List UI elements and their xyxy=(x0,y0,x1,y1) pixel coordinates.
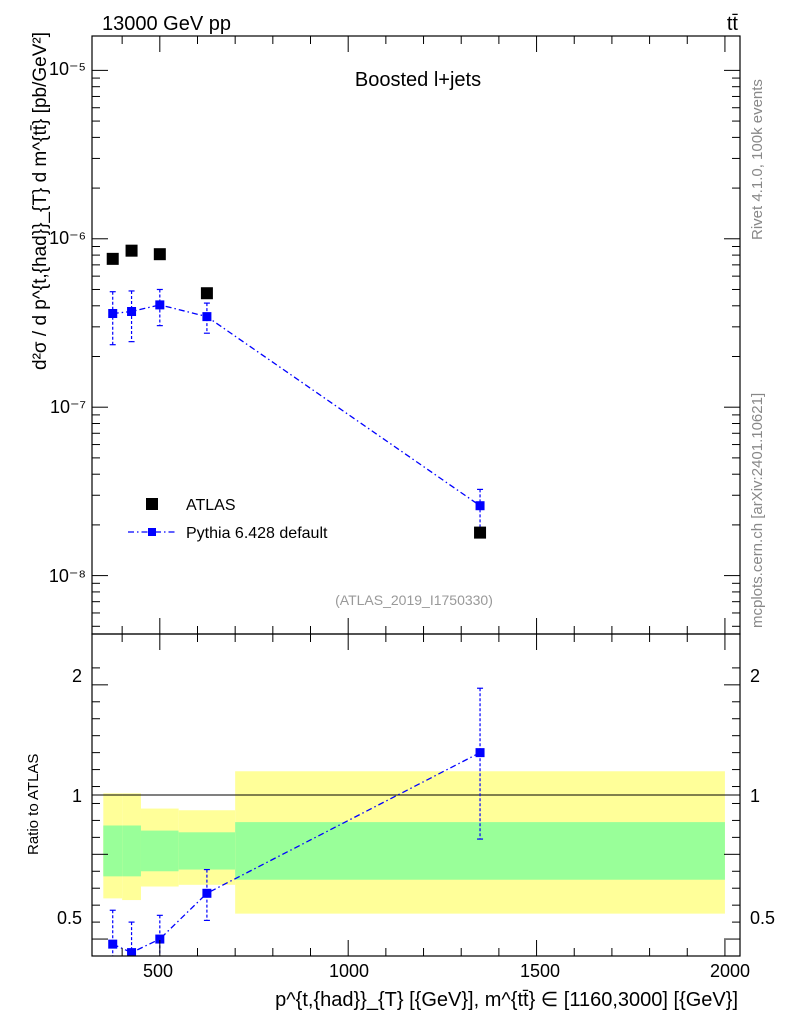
ratio-y-label-2-left: 2 xyxy=(72,666,82,686)
ratio-y-tick-labels: 0.5 1 2 0.5 1 2 xyxy=(57,666,775,928)
ratio-point xyxy=(127,948,137,956)
legend-marker-atlas xyxy=(146,498,158,510)
plot-title: Boosted l+jets xyxy=(355,69,481,91)
ratio-y-label-1-right: 1 xyxy=(750,786,760,806)
main-plot: 10⁻⁸ 10⁻⁷ 10⁻⁶ 10⁻⁵ Boosted l+jets (ATLA… xyxy=(30,32,741,635)
y-axis-label: d²σ / d p^{t,{had}}_{T} d m^{tt̄} [pb/Ge… xyxy=(30,32,51,370)
legend: ATLAS Pythia 6.428 default xyxy=(128,497,328,542)
header-right: tt̄ xyxy=(727,13,739,35)
mc-line xyxy=(112,304,481,507)
mc-series xyxy=(108,288,485,530)
ratio-point xyxy=(202,888,212,898)
ratio-y-label-2-right: 2 xyxy=(750,666,760,686)
legend-marker-mc xyxy=(148,528,156,536)
y-tick-label-1e-5: 10⁻⁵ xyxy=(49,59,86,79)
mc-point xyxy=(127,307,137,317)
x-tick-labels: 500 1000 1500 2000 xyxy=(143,961,750,981)
mc-point xyxy=(155,300,165,310)
ratio-mc-series xyxy=(108,687,485,956)
mc-point xyxy=(475,501,485,511)
atlas-point xyxy=(200,287,213,300)
ratio-point xyxy=(108,939,118,949)
mcplots-label: mcplots.cern.ch [arXiv:2401.10621] xyxy=(749,393,766,628)
ratio-y-label-1-left: 1 xyxy=(72,786,82,806)
analysis-watermark: (ATLAS_2019_I1750330) xyxy=(335,592,493,608)
ratio-point xyxy=(475,748,485,758)
ratio-plot: 0.5 1 2 0.5 1 2 500 1000 1500 2000 Ratio… xyxy=(25,633,775,1011)
ratio-y-label-0.5-left: 0.5 xyxy=(57,908,82,928)
x-tick-label-2000: 2000 xyxy=(710,961,750,981)
main-plot-frame xyxy=(91,35,741,635)
data-series xyxy=(106,244,487,539)
ratio-y-label-0.5-right: 0.5 xyxy=(750,908,775,928)
atlas-point xyxy=(474,526,487,539)
ratio-plot-ticks xyxy=(92,634,740,956)
legend-label-atlas: ATLAS xyxy=(186,497,236,514)
atlas-point xyxy=(153,248,166,261)
band-inner xyxy=(140,830,179,872)
y-tick-label-1e-6: 10⁻⁶ xyxy=(49,228,86,248)
y-tick-label-1e-7: 10⁻⁷ xyxy=(50,397,86,417)
band-inner xyxy=(103,825,123,877)
band-inner xyxy=(178,832,236,870)
y-tick-label-1e-8: 10⁻⁸ xyxy=(49,566,86,586)
ratio-point xyxy=(155,934,165,944)
ratio-line xyxy=(112,752,481,954)
ratio-y-axis-label: Ratio to ATLAS xyxy=(25,754,42,855)
x-tick-label-500: 500 xyxy=(143,961,173,981)
rivet-label: Rivet 4.1.0, 100k events xyxy=(749,79,766,240)
header-left: 13000 GeV pp xyxy=(102,13,231,35)
main-plot-y-tick-labels: 10⁻⁸ 10⁻⁷ 10⁻⁶ 10⁻⁵ xyxy=(49,59,86,586)
uncertainty-bands xyxy=(103,771,725,914)
legend-label-mc: Pythia 6.428 default xyxy=(186,525,328,542)
atlas-point xyxy=(125,244,138,257)
atlas-point xyxy=(106,252,119,265)
mc-point xyxy=(108,309,118,319)
band-inner xyxy=(235,822,725,880)
main-plot-ticks xyxy=(92,36,740,634)
x-tick-label-1500: 1500 xyxy=(520,961,560,981)
band-inner xyxy=(122,825,141,877)
x-tick-label-1000: 1000 xyxy=(329,961,369,981)
ratio-plot-frame xyxy=(91,633,741,957)
x-axis-label: p^{t,{had}}_{T} [{GeV}], m^{tt̄} ∈ [1160… xyxy=(275,989,738,1011)
mc-point xyxy=(202,312,212,322)
